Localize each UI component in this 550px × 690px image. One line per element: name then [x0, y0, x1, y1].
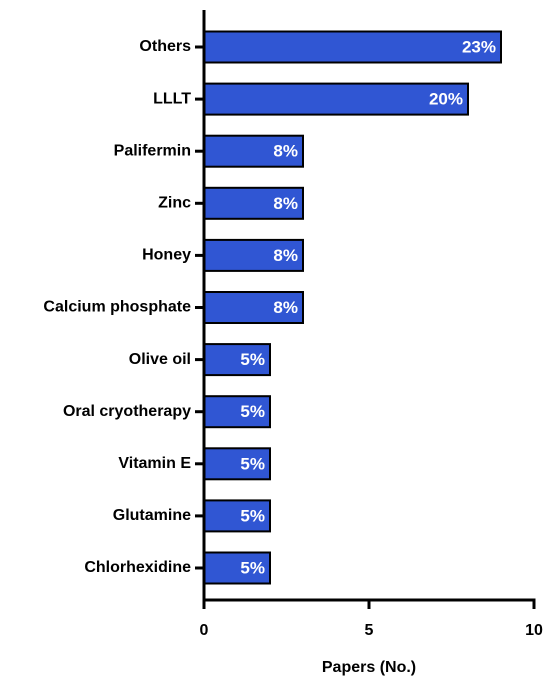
- bar-label: 23%: [462, 37, 496, 56]
- bar-label: 5%: [240, 454, 265, 473]
- bar-label: 5%: [240, 350, 265, 369]
- x-tick-label: 10: [525, 622, 543, 639]
- y-tick-label: Palifermin: [114, 142, 191, 159]
- y-tick-label: Olive oil: [129, 351, 191, 368]
- y-tick-label: Chlorhexidine: [84, 559, 191, 576]
- y-tick-label: LLLT: [153, 90, 191, 107]
- bar-label: 8%: [273, 298, 298, 317]
- bar-label: 5%: [240, 558, 265, 577]
- bar: [203, 499, 271, 533]
- bar-label: 8%: [273, 194, 298, 213]
- bar-label: 5%: [240, 402, 265, 421]
- bar-label: 8%: [273, 142, 298, 161]
- y-tick-label: Vitamin E: [118, 455, 191, 472]
- y-tick-label: Oral cryotherapy: [63, 403, 191, 420]
- bar-label: 5%: [240, 506, 265, 525]
- y-tick-label: Honey: [142, 247, 191, 264]
- y-tick-label: Calcium phosphate: [43, 299, 191, 316]
- bar: [203, 238, 304, 272]
- y-tick-label: Zinc: [158, 195, 191, 212]
- bar: [203, 291, 304, 324]
- x-axis-title: Papers (No.): [322, 659, 416, 676]
- bar: [203, 395, 271, 429]
- y-tick-label: Others: [139, 38, 191, 55]
- y-tick-label: Glutamine: [113, 507, 191, 524]
- bar: [203, 30, 502, 64]
- bar: [203, 82, 469, 116]
- bar-label: 8%: [273, 246, 298, 265]
- x-tick-label: 5: [365, 622, 374, 639]
- bar: [203, 447, 271, 481]
- bar-label: 20%: [429, 90, 463, 109]
- x-tick-label: 0: [200, 622, 209, 639]
- bar: [203, 186, 304, 220]
